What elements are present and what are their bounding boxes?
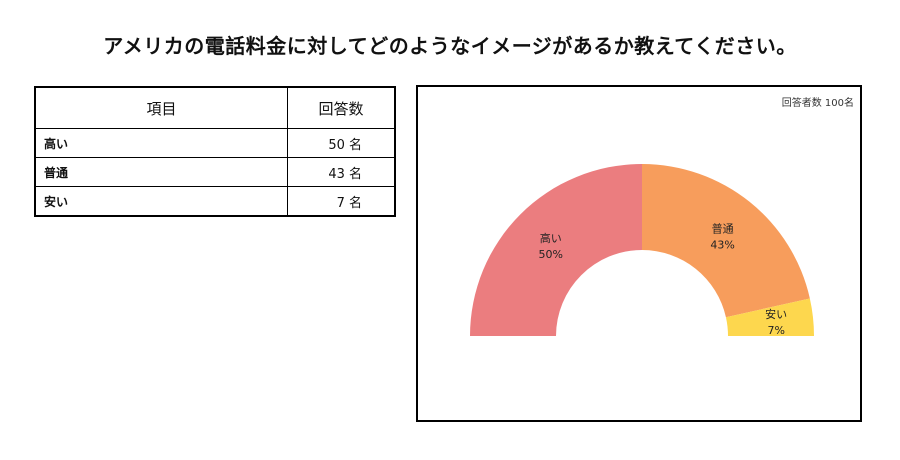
results-table: 項目 回答数 高い 50 名 普通 43 名 安い 7 名 (34, 86, 396, 217)
slice-percent: 43% (710, 238, 734, 251)
survey-question-title: アメリカの電話料金に対してどのようなイメージがあるか教えてください。 (103, 34, 797, 58)
table-row: 高い 50 名 (34, 128, 396, 158)
table-header-row: 項目 回答数 (34, 86, 396, 129)
slice-1 (642, 164, 810, 318)
row-item: 高い (34, 128, 288, 158)
slice-percent: 7% (767, 324, 784, 337)
slice-percent: 50% (539, 248, 563, 261)
respondents-note: 回答者数 100名 (781, 98, 854, 109)
row-count: 7 名 (287, 186, 396, 217)
row-count: 43 名 (287, 157, 396, 187)
table-row: 安い 7 名 (34, 186, 396, 217)
slice-label: 普通 (712, 221, 734, 235)
row-item: 安い (34, 186, 288, 217)
table-row: 普通 43 名 (34, 157, 396, 187)
slice-label: 安い (765, 307, 787, 321)
row-count: 50 名 (287, 128, 396, 158)
header-item: 項目 (34, 86, 288, 129)
half-donut-chart: 高い 50% 普通 43% 安い 7% (470, 164, 814, 337)
slice-0 (470, 164, 642, 336)
slice-label: 高い (540, 231, 562, 245)
chart-frame: 高い 50% 普通 43% 安い 7% 回答者数 100名 (416, 85, 862, 422)
row-item: 普通 (34, 157, 288, 187)
header-count: 回答数 (287, 86, 396, 129)
slice-2 (725, 298, 814, 336)
